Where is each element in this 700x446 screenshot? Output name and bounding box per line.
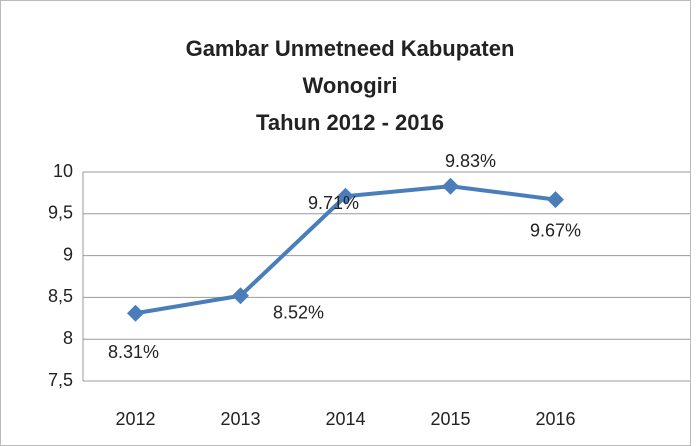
marker (547, 191, 564, 209)
marker (232, 287, 249, 305)
y-tick-label: 9,5 (48, 203, 73, 223)
marker (442, 177, 459, 195)
marker (337, 187, 354, 205)
y-tick-label: 10 (53, 161, 73, 181)
chart-title: Gambar Unmetneed Kabupaten (186, 36, 515, 61)
x-tick-label: 2012 (115, 409, 155, 429)
x-tick-label: 2014 (325, 409, 365, 429)
data-label: 8.31% (108, 342, 159, 362)
chart-title: Tahun 2012 - 2016 (256, 110, 444, 135)
y-tick-label: 7,5 (48, 370, 73, 390)
y-tick-label: 8 (63, 328, 73, 348)
data-label: 9.71% (308, 193, 359, 213)
data-label: 9.83% (445, 151, 496, 171)
chart-title: Wonogiri (303, 73, 398, 98)
y-tick-label: 9 (63, 244, 73, 264)
data-label: 9.67% (530, 220, 581, 240)
y-tick-label: 8,5 (48, 286, 73, 306)
x-tick-label: 2016 (535, 409, 575, 429)
data-label: 8.52% (273, 302, 324, 322)
marker (127, 304, 144, 322)
x-tick-label: 2013 (220, 409, 260, 429)
x-tick-label: 2015 (430, 409, 470, 429)
